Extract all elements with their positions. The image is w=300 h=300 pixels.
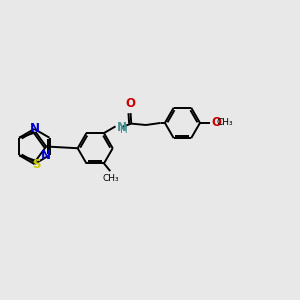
Text: H: H xyxy=(120,125,128,135)
Text: O: O xyxy=(126,97,136,110)
Text: CH₃: CH₃ xyxy=(216,118,233,127)
Text: O: O xyxy=(211,116,221,129)
Text: N: N xyxy=(117,121,127,134)
Text: CH₃: CH₃ xyxy=(102,174,119,183)
Text: S: S xyxy=(32,158,40,171)
Text: N: N xyxy=(30,122,40,135)
Text: N: N xyxy=(41,149,51,162)
